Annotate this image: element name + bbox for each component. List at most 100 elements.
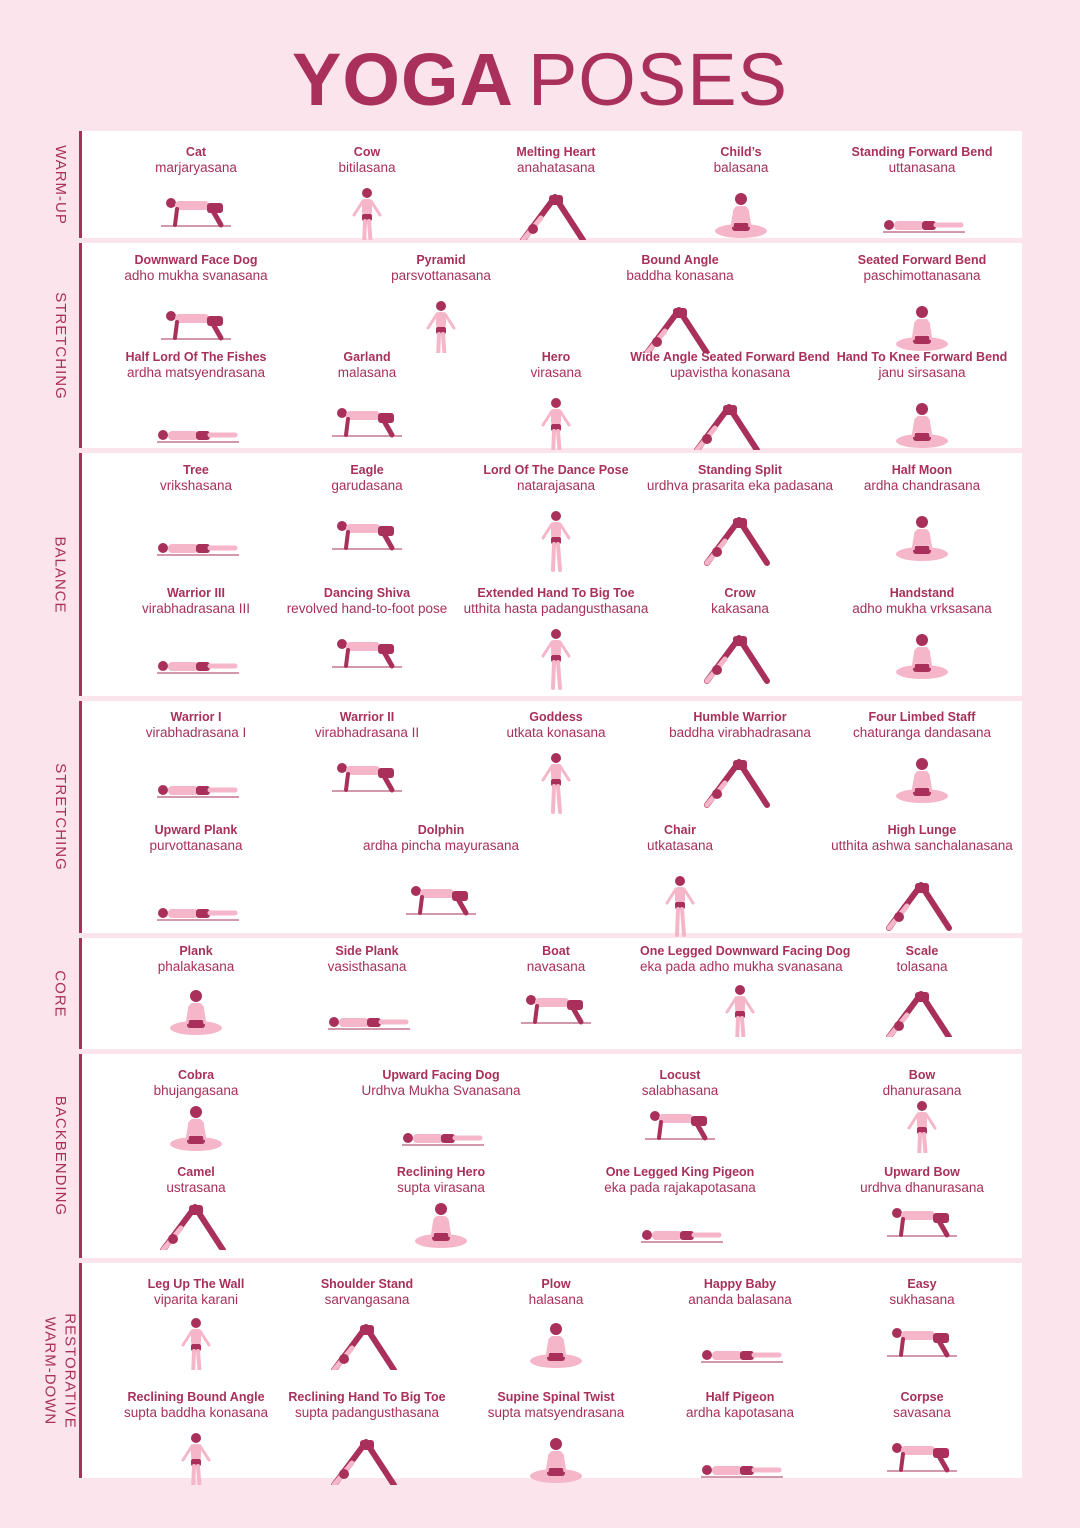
pose-card: Warrior II virabhadrasana II [267, 710, 467, 740]
pose-english-name: Child’s [720, 145, 762, 159]
pose-card: Hand To Knee Forward Bend janu sirsasana [822, 350, 1022, 380]
pose-card: Cat marjaryasana [96, 145, 296, 175]
pose-card: Dancing Shiva revolved hand-to-foot pose [267, 586, 467, 616]
pose-sanskrit-name: upavistha konasana [669, 365, 791, 380]
pose-english-name: Shoulder Stand [320, 1277, 414, 1291]
pose-card: Goddess utkata konasana [456, 710, 656, 740]
pose-card: Supine Spinal Twist supta matsyendrasana [456, 1390, 656, 1420]
pose-sanskrit-name: balasana [713, 160, 769, 175]
pose-figure-illustration [396, 873, 486, 943]
pose-english-name: One Legged King Pigeon [605, 1165, 755, 1179]
pose-english-name: Cat [185, 145, 207, 159]
pose-sanskrit-name: adho mukha vrksasana [852, 601, 992, 616]
pose-sanskrit-name: ardha matsyendrasana [126, 365, 266, 380]
pose-card: Garland malasana [267, 350, 467, 380]
pose-sanskrit-name: baddha konasana [626, 268, 734, 283]
pose-english-name: Reclining Hero [396, 1165, 486, 1179]
pose-card: Half Moon ardha chandrasana [822, 463, 1022, 493]
pose-english-name: Upward Plank [154, 823, 238, 837]
pose-card: Upward Facing Dog Urdhva Mukha Svanasana [341, 1068, 541, 1098]
pose-figure-illustration [151, 1098, 241, 1153]
pose-english-name: Garland [343, 350, 391, 364]
pose-card: Standing Forward Bend uttanasana [822, 145, 1022, 175]
pose-figure-illustration [877, 873, 967, 943]
pose-card: One Legged King Pigeon eka pada rajakapot… [580, 1165, 780, 1195]
pose-english-name: Plank [179, 944, 213, 958]
pose-english-name: Reclining Bound Angle [127, 1390, 265, 1404]
pose-card: Half Lord Of The Fishes ardha matsyendras… [96, 350, 296, 380]
pose-figure-illustration [511, 185, 601, 240]
pose-figure-illustration [695, 1315, 785, 1370]
pose-figure-illustration [511, 395, 601, 450]
pose-sanskrit-name: urdhva prasarita eka padasana [646, 478, 834, 493]
pose-sanskrit-name: parsvottanasana [391, 268, 491, 283]
pose-card: Half Pigeon ardha kapotasana [640, 1390, 840, 1420]
pose-figure-illustration [877, 750, 967, 820]
pose-sanskrit-name: malasana [337, 365, 397, 380]
pose-card: Scale tolasana [822, 944, 1022, 974]
pose-figure-illustration [151, 1430, 241, 1485]
pose-sanskrit-name: uttanasana [888, 160, 956, 175]
pose-sanskrit-name: phalakasana [157, 959, 235, 974]
pose-card: Chair utkatasana [580, 823, 780, 853]
pose-sanskrit-name: chaturanga dandasana [852, 725, 992, 740]
pose-figure-illustration [511, 750, 601, 820]
pose-english-name: Handstand [889, 586, 955, 600]
pose-english-name: Corpse [900, 1390, 944, 1404]
pose-sanskrit-name: supta virasana [397, 1180, 485, 1195]
pose-figure-illustration [396, 1195, 486, 1250]
pose-english-name: Locust [659, 1068, 701, 1082]
pose-english-name: Bound Angle [641, 253, 719, 267]
pose-sanskrit-name: viparita karani [153, 1292, 239, 1307]
pose-sanskrit-name: ardha pincha mayurasana [362, 838, 520, 853]
pose-card: Extended Hand To Big Toe utthita hasta pa… [456, 586, 656, 616]
pose-english-name: Downward Face Dog [134, 253, 258, 267]
pose-figure-illustration [396, 1098, 486, 1153]
pose-english-name: Pyramid [416, 253, 466, 267]
pose-card: Boat navasana [456, 944, 656, 974]
pose-sanskrit-name: urdhva dhanurasana [860, 1180, 984, 1195]
pose-card: Crow kakasana [640, 586, 840, 616]
pose-figure-illustration [322, 750, 412, 820]
pose-figure-illustration [877, 626, 967, 696]
pose-english-name: Boat [542, 944, 570, 958]
pose-sanskrit-name: vasisthasana [327, 959, 407, 974]
pose-figure-illustration [151, 395, 241, 450]
pose-figure-illustration [151, 1195, 241, 1250]
pose-english-name: Melting Heart [516, 145, 596, 159]
pose-figure-illustration [695, 626, 785, 696]
pose-card: Upward Plank purvottanasana [96, 823, 296, 853]
section-label-text: BACKBENDING [52, 1095, 70, 1217]
pose-figure-illustration [635, 1195, 725, 1250]
pose-sanskrit-name: ardha kapotasana [685, 1405, 795, 1420]
pose-figure-illustration [322, 395, 412, 450]
pose-sanskrit-name: tolasana [896, 959, 948, 974]
pose-card: Shoulder Stand sarvangasana [267, 1277, 467, 1307]
pose-english-name: Warrior III [167, 586, 225, 600]
pose-english-name: Eagle [350, 463, 384, 477]
pose-sanskrit-name: anahatasana [516, 160, 596, 175]
pose-card: Dolphin ardha pincha mayurasana [341, 823, 541, 853]
pose-figure-illustration [695, 982, 785, 1037]
pose-figure-illustration [695, 508, 785, 578]
pose-english-name: Seated Forward Bend [857, 253, 987, 267]
pose-card: High Lunge utthita ashwa sanchalanasana [822, 823, 1022, 853]
pose-english-name: Easy [907, 1277, 937, 1291]
section-label: WARM-UP [25, 131, 95, 238]
section-label-line: WARM-DOWN [42, 1316, 59, 1425]
pose-english-name: Supine Spinal Twist [497, 1390, 615, 1404]
pose-card: One Legged Downward Facing Dog eka pada a… [640, 944, 850, 974]
pose-sanskrit-name: sarvangasana [324, 1292, 410, 1307]
pose-card: Locust salabhasana [580, 1068, 780, 1098]
pose-english-name: Hero [541, 350, 571, 364]
pose-english-name: Four Limbed Staff [868, 710, 976, 724]
pose-card: Plank phalakasana [96, 944, 296, 974]
pose-card: Melting Heart anahatasana [456, 145, 656, 175]
pose-figure-illustration [511, 508, 601, 578]
pose-figure-illustration [322, 508, 412, 578]
section-balance [79, 453, 1022, 696]
pose-sanskrit-name: supta matsyendrasana [487, 1405, 625, 1420]
pose-sanskrit-name: virabhadrasana III [141, 601, 251, 616]
pose-sanskrit-name: baddha virabhadrasana [669, 725, 811, 740]
pose-card: Four Limbed Staff chaturanga dandasana [822, 710, 1022, 740]
